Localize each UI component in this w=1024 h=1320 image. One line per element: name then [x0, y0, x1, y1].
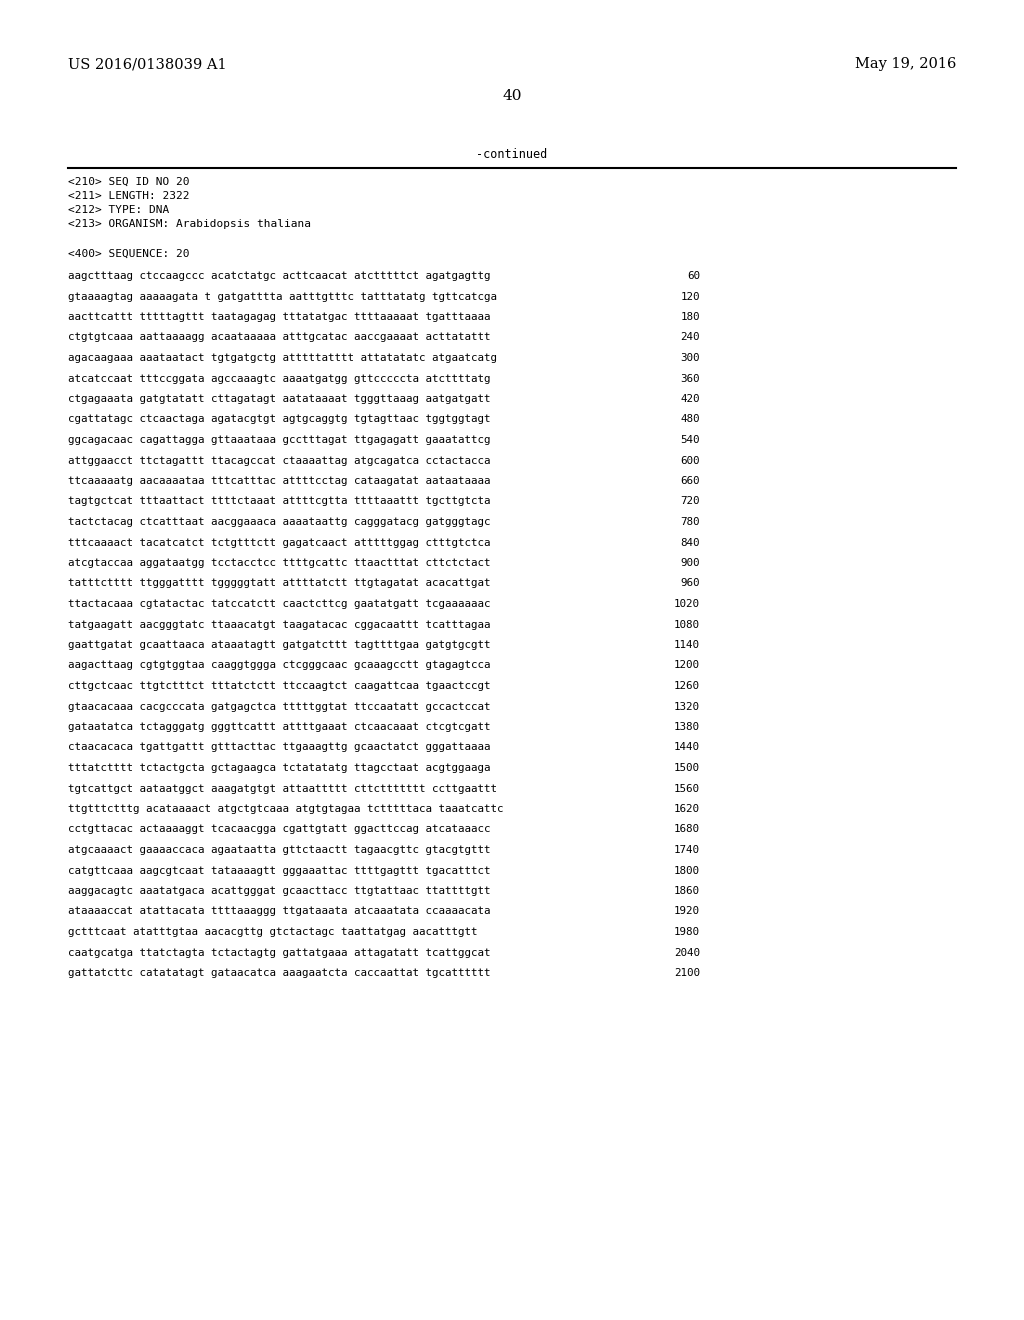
Text: cctgttacac actaaaaggt tcacaacgga cgattgtatt ggacttccag atcataaacc: cctgttacac actaaaaggt tcacaacgga cgattgt…	[68, 825, 490, 834]
Text: 960: 960	[681, 578, 700, 589]
Text: gaattgatat gcaattaaca ataaatagtt gatgatcttt tagttttgaa gatgtgcgtt: gaattgatat gcaattaaca ataaatagtt gatgatc…	[68, 640, 490, 649]
Text: tatttctttt ttgggatttt tgggggtatt attttatctt ttgtagatat acacattgat: tatttctttt ttgggatttt tgggggtatt attttat…	[68, 578, 490, 589]
Text: gataatatca tctagggatg gggttcattt attttgaaat ctcaacaaat ctcgtcgatt: gataatatca tctagggatg gggttcattt attttga…	[68, 722, 490, 733]
Text: aagctttaag ctccaagccc acatctatgc acttcaacat atctttttct agatgagttg: aagctttaag ctccaagccc acatctatgc acttcaa…	[68, 271, 490, 281]
Text: 60: 60	[687, 271, 700, 281]
Text: 420: 420	[681, 393, 700, 404]
Text: 1740: 1740	[674, 845, 700, 855]
Text: tttcaaaact tacatcatct tctgtttctt gagatcaact atttttggag ctttgtctca: tttcaaaact tacatcatct tctgtttctt gagatca…	[68, 537, 490, 548]
Text: 1920: 1920	[674, 907, 700, 916]
Text: attggaacct ttctagattt ttacagccat ctaaaattag atgcagatca cctactacca: attggaacct ttctagattt ttacagccat ctaaaat…	[68, 455, 490, 466]
Text: catgttcaaa aagcgtcaat tataaaagtt gggaaattac ttttgagttt tgacatttct: catgttcaaa aagcgtcaat tataaaagtt gggaaat…	[68, 866, 490, 875]
Text: atgcaaaact gaaaaccaca agaataatta gttctaactt tagaacgttc gtacgtgttt: atgcaaaact gaaaaccaca agaataatta gttctaa…	[68, 845, 490, 855]
Text: ttactacaaa cgtatactac tatccatctt caactcttcg gaatatgatt tcgaaaaaac: ttactacaaa cgtatactac tatccatctt caactct…	[68, 599, 490, 609]
Text: <210> SEQ ID NO 20: <210> SEQ ID NO 20	[68, 177, 189, 187]
Text: 1380: 1380	[674, 722, 700, 733]
Text: 40: 40	[502, 88, 522, 103]
Text: atcatccaat tttccggata agccaaagtc aaaatgatgg gttcccccta atcttttatg: atcatccaat tttccggata agccaaagtc aaaatga…	[68, 374, 490, 384]
Text: tgtcattgct aataatggct aaagatgtgt attaattttt cttcttttttt ccttgaattt: tgtcattgct aataatggct aaagatgtgt attaatt…	[68, 784, 497, 793]
Text: tagtgctcat tttaattact ttttctaaat attttcgtta ttttaaattt tgcttgtcta: tagtgctcat tttaattact ttttctaaat attttcg…	[68, 496, 490, 507]
Text: gctttcaat atatttgtaa aacacgttg gtctactagc taattatgag aacatttgtt: gctttcaat atatttgtaa aacacgttg gtctactag…	[68, 927, 477, 937]
Text: 180: 180	[681, 312, 700, 322]
Text: 600: 600	[681, 455, 700, 466]
Text: 1980: 1980	[674, 927, 700, 937]
Text: tactctacag ctcatttaat aacggaaaca aaaataattg cagggatacg gatgggtagc: tactctacag ctcatttaat aacggaaaca aaaataa…	[68, 517, 490, 527]
Text: ataaaaccat atattacata ttttaaaggg ttgataaata atcaaatata ccaaaacata: ataaaaccat atattacata ttttaaaggg ttgataa…	[68, 907, 490, 916]
Text: 1080: 1080	[674, 619, 700, 630]
Text: ttgtttctttg acataaaact atgctgtcaaa atgtgtagaa tctttttaca taaatcattc: ttgtttctttg acataaaact atgctgtcaaa atgtg…	[68, 804, 504, 814]
Text: ttcaaaaatg aacaaaataa tttcatttac attttcctag cataagatat aataataaaa: ttcaaaaatg aacaaaataa tttcatttac attttcc…	[68, 477, 490, 486]
Text: 900: 900	[681, 558, 700, 568]
Text: <211> LENGTH: 2322: <211> LENGTH: 2322	[68, 191, 189, 201]
Text: 660: 660	[681, 477, 700, 486]
Text: agacaagaaa aaataatact tgtgatgctg atttttatttt attatatatc atgaatcatg: agacaagaaa aaataatact tgtgatgctg attttta…	[68, 352, 497, 363]
Text: 300: 300	[681, 352, 700, 363]
Text: May 19, 2016: May 19, 2016	[855, 57, 956, 71]
Text: 120: 120	[681, 292, 700, 301]
Text: aaggacagtc aaatatgaca acattgggat gcaacttacc ttgtattaac ttattttgtt: aaggacagtc aaatatgaca acattgggat gcaactt…	[68, 886, 490, 896]
Text: aacttcattt tttttagttt taatagagag tttatatgac ttttaaaaat tgatttaaaa: aacttcattt tttttagttt taatagagag tttatat…	[68, 312, 490, 322]
Text: ctgagaaata gatgtatatt cttagatagt aatataaaat tgggttaaag aatgatgatt: ctgagaaata gatgtatatt cttagatagt aatataa…	[68, 393, 490, 404]
Text: 1800: 1800	[674, 866, 700, 875]
Text: <400> SEQUENCE: 20: <400> SEQUENCE: 20	[68, 249, 189, 259]
Text: ggcagacaac cagattagga gttaaataaa gcctttagat ttgagagatt gaaatattcg: ggcagacaac cagattagga gttaaataaa gccttta…	[68, 436, 490, 445]
Text: cttgctcaac ttgtctttct tttatctctt ttccaagtct caagattcaa tgaactccgt: cttgctcaac ttgtctttct tttatctctt ttccaag…	[68, 681, 490, 690]
Text: ctaacacaca tgattgattt gtttacttac ttgaaagttg gcaactatct gggattaaaa: ctaacacaca tgattgattt gtttacttac ttgaaag…	[68, 742, 490, 752]
Text: tttatctttt tctactgcta gctagaagca tctatatatg ttagcctaat acgtggaaga: tttatctttt tctactgcta gctagaagca tctatat…	[68, 763, 490, 774]
Text: ctgtgtcaaa aattaaaagg acaataaaaa atttgcatac aaccgaaaat acttatattt: ctgtgtcaaa aattaaaagg acaataaaaa atttgca…	[68, 333, 490, 342]
Text: 240: 240	[681, 333, 700, 342]
Text: 1680: 1680	[674, 825, 700, 834]
Text: 540: 540	[681, 436, 700, 445]
Text: 840: 840	[681, 537, 700, 548]
Text: tatgaagatt aacgggtatc ttaaacatgt taagatacac cggacaattt tcatttagaa: tatgaagatt aacgggtatc ttaaacatgt taagata…	[68, 619, 490, 630]
Text: aagacttaag cgtgtggtaa caaggtggga ctcgggcaac gcaaagcctt gtagagtcca: aagacttaag cgtgtggtaa caaggtggga ctcgggc…	[68, 660, 490, 671]
Text: 1500: 1500	[674, 763, 700, 774]
Text: 1200: 1200	[674, 660, 700, 671]
Text: atcgtaccaa aggataatgg tcctacctcc ttttgcattc ttaactttat cttctctact: atcgtaccaa aggataatgg tcctacctcc ttttgca…	[68, 558, 490, 568]
Text: 720: 720	[681, 496, 700, 507]
Text: 1260: 1260	[674, 681, 700, 690]
Text: gtaaaagtag aaaaagata t gatgatttta aatttgtttc tatttatatg tgttcatcga: gtaaaagtag aaaaagata t gatgatttta aatttg…	[68, 292, 497, 301]
Text: 1860: 1860	[674, 886, 700, 896]
Text: gattatcttc catatatagt gataacatca aaagaatcta caccaattat tgcatttttt: gattatcttc catatatagt gataacatca aaagaat…	[68, 968, 490, 978]
Text: 1320: 1320	[674, 701, 700, 711]
Text: US 2016/0138039 A1: US 2016/0138039 A1	[68, 57, 226, 71]
Text: 1140: 1140	[674, 640, 700, 649]
Text: 1620: 1620	[674, 804, 700, 814]
Text: 480: 480	[681, 414, 700, 425]
Text: 2040: 2040	[674, 948, 700, 957]
Text: 2100: 2100	[674, 968, 700, 978]
Text: 360: 360	[681, 374, 700, 384]
Text: gtaacacaaa cacgcccata gatgagctca tttttggtat ttccaatatt gccactccat: gtaacacaaa cacgcccata gatgagctca tttttgg…	[68, 701, 490, 711]
Text: <212> TYPE: DNA: <212> TYPE: DNA	[68, 205, 169, 215]
Text: <213> ORGANISM: Arabidopsis thaliana: <213> ORGANISM: Arabidopsis thaliana	[68, 219, 311, 228]
Text: 1020: 1020	[674, 599, 700, 609]
Text: -continued: -continued	[476, 148, 548, 161]
Text: 1560: 1560	[674, 784, 700, 793]
Text: cgattatagc ctcaactaga agatacgtgt agtgcaggtg tgtagttaac tggtggtagt: cgattatagc ctcaactaga agatacgtgt agtgcag…	[68, 414, 490, 425]
Text: 1440: 1440	[674, 742, 700, 752]
Text: 780: 780	[681, 517, 700, 527]
Text: caatgcatga ttatctagta tctactagtg gattatgaaa attagatatt tcattggcat: caatgcatga ttatctagta tctactagtg gattatg…	[68, 948, 490, 957]
